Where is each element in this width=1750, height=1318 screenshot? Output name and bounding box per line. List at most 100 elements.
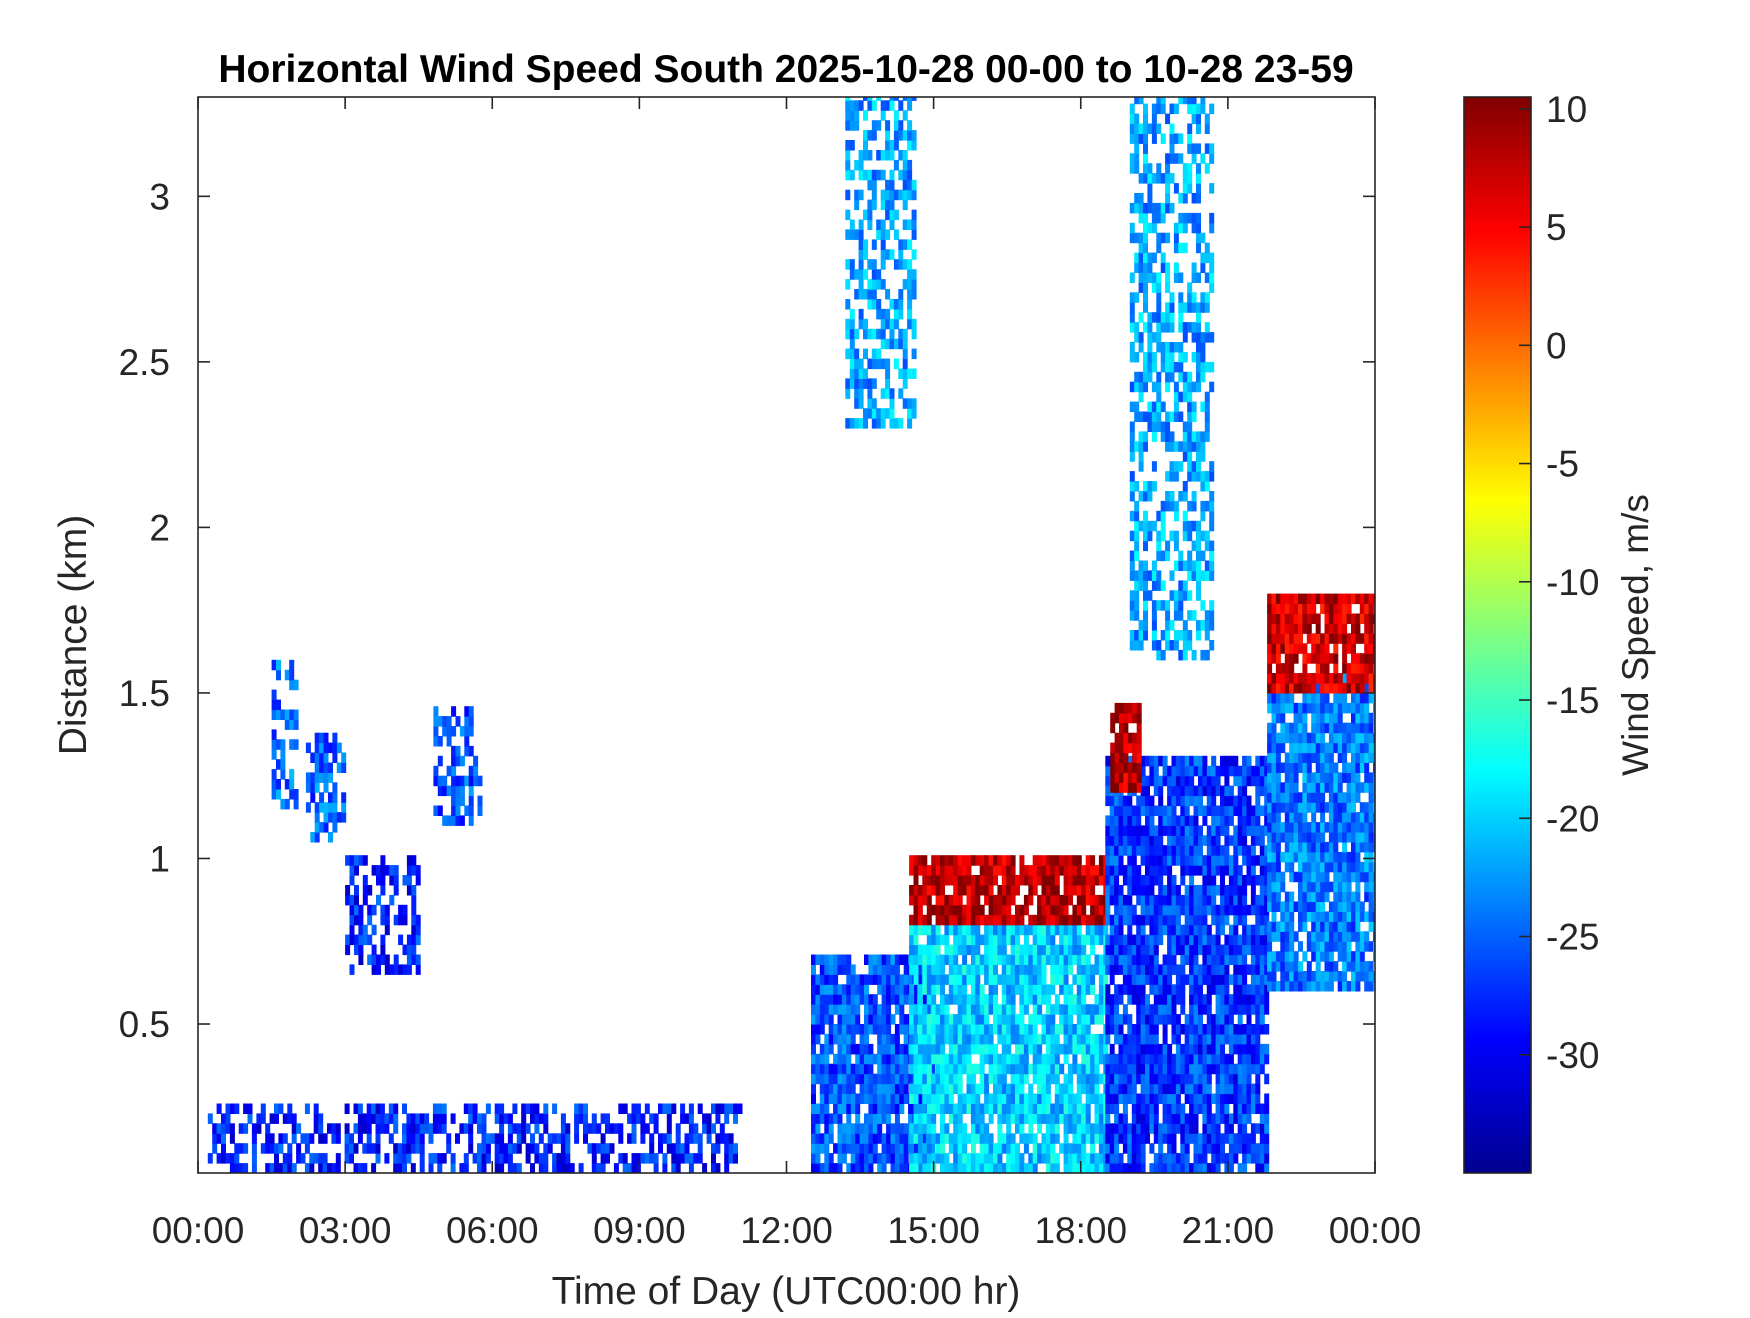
heatmap-cell [675,1163,681,1173]
heatmap-cell [1136,702,1142,714]
heatmap-cell [922,1014,928,1025]
heatmap-cell [578,1103,584,1114]
heatmap-cell [653,1163,659,1173]
heatmap-cell [1122,904,1128,916]
heatmap-cell [1224,1093,1230,1104]
heatmap-cell [437,755,443,767]
heatmap-cell [1280,702,1286,714]
heatmap-cell [877,964,883,975]
heatmap-cell [1233,1103,1239,1114]
heatmap-cell [1359,732,1365,744]
heatmap-cell [1233,1004,1239,1015]
heatmap-cell [1136,772,1142,783]
heatmap-cell [1242,1143,1248,1154]
heatmap-cell [944,924,950,936]
heatmap-cell [1175,974,1181,985]
heatmap-cell [314,752,320,763]
heatmap-cell [411,904,417,916]
heatmap-cell [1184,1083,1190,1095]
heatmap-cell [1122,845,1128,856]
heatmap-cell [335,1133,341,1144]
heatmap-cell [1184,1063,1190,1075]
heatmap-cell [970,984,976,995]
heatmap-cell [1346,702,1352,714]
heatmap-cell [1206,1073,1212,1085]
heatmap-cell [1081,974,1087,985]
heatmap-cell [1180,845,1186,856]
heatmap-cell [327,1163,332,1173]
heatmap-cell [1220,805,1225,816]
heatmap-cell [376,894,381,906]
heatmap-cell [1233,775,1239,787]
heatmap-cell [1037,1053,1043,1065]
heatmap-cell [1284,603,1290,614]
heatmap-cell [1045,1113,1051,1124]
heatmap-cell [1050,1163,1056,1173]
heatmap-cell [1284,593,1290,605]
heatmap-cell [1175,1083,1181,1095]
heatmap-cell [1054,1093,1060,1104]
heatmap-cell [1136,994,1142,1005]
heatmap-cell [966,964,972,975]
heatmap-cell [833,1033,839,1045]
heatmap-cell [811,1024,816,1035]
heatmap-cell [271,779,277,790]
heatmap-cell [1109,1043,1115,1055]
heatmap-cell [1127,904,1133,916]
heatmap-cell [1114,1113,1120,1124]
heatmap-cell [640,1123,646,1134]
heatmap-cell [1045,1014,1051,1025]
heatmap-cell [1122,825,1128,836]
heatmap-cell [1364,683,1370,694]
heatmap-cell [1246,1083,1252,1095]
heatmap-cell [908,1073,914,1085]
heatmap-cell [903,1043,909,1055]
heatmap-cell [1153,934,1159,946]
heatmap-cell [225,1113,231,1124]
heatmap-cell [1311,802,1317,813]
heatmap-cell [1076,904,1082,916]
heatmap-cell [1224,805,1230,816]
heatmap-cell [1098,1073,1104,1085]
heatmap-cell [1131,1063,1137,1075]
heatmap-cell [1094,924,1100,936]
heatmap-cell [890,974,896,985]
heatmap-cell [1063,994,1069,1005]
heatmap-cell [1298,911,1303,922]
heatmap-cell [265,1143,271,1154]
heatmap-cell [1114,1004,1120,1015]
heatmap-cell [970,964,976,975]
heatmap-cell [1118,894,1124,906]
heatmap-cell [855,1113,861,1124]
heatmap-cell [903,1053,909,1065]
heatmap-cell [323,762,329,773]
heatmap-cell [1072,1143,1078,1154]
heatmap-cell [1136,944,1142,956]
heatmap-cell [481,1113,487,1124]
heatmap-cell [1010,1004,1016,1015]
heatmap-cell [1233,1063,1239,1075]
heatmap-cell [1355,812,1361,823]
heatmap-cell [970,1024,976,1035]
heatmap-cell [1118,1033,1124,1045]
heatmap-cell [1193,885,1199,896]
heatmap-cell [1289,981,1295,992]
heatmap-cell [1302,861,1308,873]
heatmap-cell [988,994,994,1005]
heatmap-cell [1136,1133,1142,1144]
heatmap-cell [468,795,474,807]
heatmap-cell [349,855,355,866]
heatmap-cell [1324,951,1330,962]
heatmap-cell [833,984,839,995]
heatmap-cell [1224,775,1230,787]
heatmap-cell [1136,1073,1142,1085]
heatmap-cell [957,994,963,1005]
heatmap-cell [1342,702,1348,714]
heatmap-cell [1149,1033,1155,1045]
heatmap-cell [1114,904,1120,916]
heatmap-cell [1054,1153,1060,1164]
heatmap-cell [1098,894,1104,906]
heatmap-cell [1333,742,1339,754]
heatmap-cell [1153,835,1159,846]
heatmap-cell [1118,1043,1124,1055]
